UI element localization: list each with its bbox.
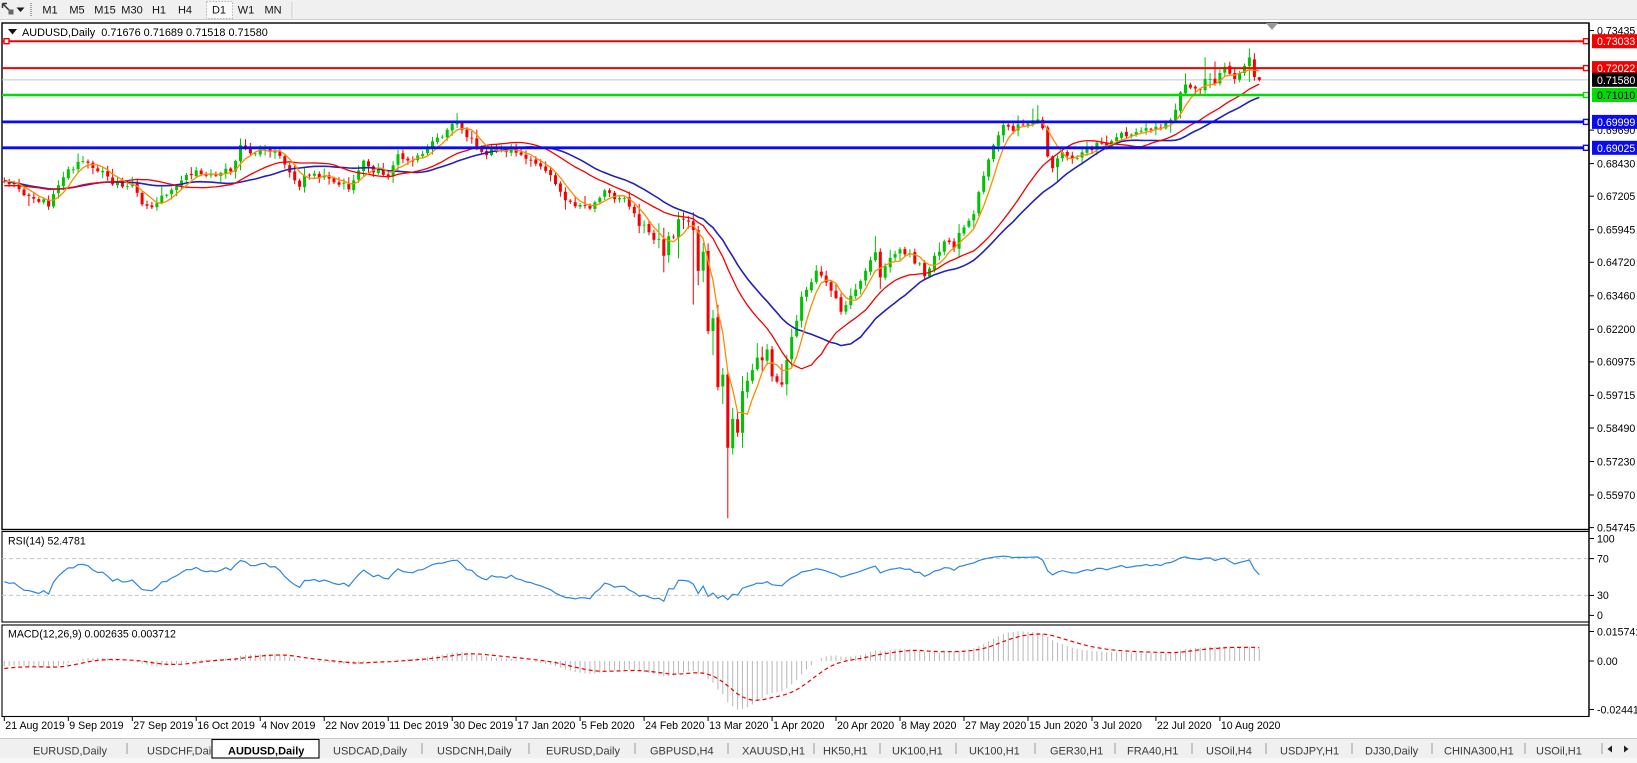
svg-text:22 Jul 2020: 22 Jul 2020 (1157, 720, 1212, 732)
svg-text:0.65945: 0.65945 (1597, 225, 1635, 237)
svg-text:0.68430: 0.68430 (1597, 158, 1635, 170)
svg-text:EURUSD,Daily: EURUSD,Daily (546, 746, 620, 758)
svg-text:15 Jun 2020: 15 Jun 2020 (1029, 720, 1087, 732)
svg-text:USOil,H1: USOil,H1 (1536, 746, 1582, 758)
svg-text:USDCAD,Daily: USDCAD,Daily (333, 746, 407, 758)
svg-text:13 Mar 2020: 13 Mar 2020 (709, 720, 769, 732)
svg-text:0.71010: 0.71010 (1597, 90, 1635, 102)
svg-text:0.67205: 0.67205 (1597, 191, 1635, 203)
svg-text:M1: M1 (42, 5, 57, 17)
svg-text:0.69025: 0.69025 (1597, 143, 1635, 155)
svg-text:HK50,H1: HK50,H1 (823, 746, 868, 758)
svg-text:30: 30 (1597, 590, 1609, 602)
svg-text:GER30,H1: GER30,H1 (1050, 746, 1103, 758)
svg-text:0.71580: 0.71580 (1597, 75, 1635, 87)
svg-text:70: 70 (1597, 553, 1609, 565)
svg-text:RSI(14) 52.4781: RSI(14) 52.4781 (8, 536, 86, 548)
svg-text:MACD(12,26,9) 0.002635 0.00371: MACD(12,26,9) 0.002635 0.003712 (8, 629, 176, 641)
svg-text:EURUSD,Daily: EURUSD,Daily (33, 746, 107, 758)
svg-text:0.69999: 0.69999 (1597, 117, 1635, 129)
svg-text:0.62200: 0.62200 (1597, 324, 1635, 336)
svg-text:1 Apr 2020: 1 Apr 2020 (773, 720, 824, 732)
svg-text:0.015741: 0.015741 (1597, 626, 1637, 638)
svg-text:20 Apr 2020: 20 Apr 2020 (837, 720, 894, 732)
svg-text:GBPUSD,H4: GBPUSD,H4 (650, 746, 714, 758)
svg-text:16 Oct 2019: 16 Oct 2019 (197, 720, 255, 732)
svg-text:0.72022: 0.72022 (1597, 63, 1635, 75)
svg-text:8 May 2020: 8 May 2020 (901, 720, 956, 732)
svg-text:0.73033: 0.73033 (1597, 36, 1635, 48)
svg-text:XAUUSD,H1: XAUUSD,H1 (742, 746, 805, 758)
svg-text:0.59715: 0.59715 (1597, 390, 1635, 402)
svg-text:-0.024417: -0.024417 (1597, 704, 1637, 716)
svg-text:0.64720: 0.64720 (1597, 257, 1635, 269)
svg-text:UK100,H1: UK100,H1 (892, 746, 943, 758)
svg-text:M15: M15 (94, 5, 115, 17)
svg-text:24 Feb 2020: 24 Feb 2020 (645, 720, 705, 732)
svg-text:M5: M5 (69, 5, 84, 17)
svg-text:W1: W1 (238, 5, 255, 17)
svg-text:0: 0 (1597, 610, 1603, 622)
svg-text:30 Dec 2019: 30 Dec 2019 (453, 720, 513, 732)
svg-text:UK100,H1: UK100,H1 (969, 746, 1020, 758)
svg-text:M30: M30 (121, 5, 142, 17)
svg-text:22 Nov 2019: 22 Nov 2019 (325, 720, 385, 732)
svg-text:CHINA300,H1: CHINA300,H1 (1444, 746, 1514, 758)
svg-text:0.58490: 0.58490 (1597, 423, 1635, 435)
svg-text:9 Sep 2019: 9 Sep 2019 (69, 720, 123, 732)
svg-text:0.00: 0.00 (1597, 656, 1618, 668)
svg-text:AUDUSD,Daily 0.71676 0.71689: AUDUSD,Daily 0.71676 0.71689 0.71518 0.7… (22, 27, 268, 39)
svg-text:USDJPY,H1: USDJPY,H1 (1280, 746, 1339, 758)
svg-text:0.63460: 0.63460 (1597, 291, 1635, 303)
svg-text:10 Aug 2020: 10 Aug 2020 (1221, 720, 1281, 732)
svg-text:D1: D1 (212, 5, 226, 17)
svg-text:AUDUSD,Daily: AUDUSD,Daily (228, 746, 305, 758)
svg-text:0.54745: 0.54745 (1597, 522, 1635, 534)
svg-text:H1: H1 (152, 5, 166, 17)
svg-text:27 May 2020: 27 May 2020 (965, 720, 1026, 732)
svg-text:MN: MN (264, 5, 281, 17)
svg-text:USDCHF,Daily: USDCHF,Daily (147, 746, 220, 758)
svg-text:0.57230: 0.57230 (1597, 456, 1635, 468)
svg-text:FRA40,H1: FRA40,H1 (1127, 746, 1178, 758)
svg-text:17 Jan 2020: 17 Jan 2020 (517, 720, 575, 732)
svg-text:21 Aug 2019: 21 Aug 2019 (5, 720, 65, 732)
svg-text:11 Dec 2019: 11 Dec 2019 (389, 720, 448, 732)
svg-text:100: 100 (1597, 533, 1615, 545)
svg-text:27 Sep 2019: 27 Sep 2019 (133, 720, 193, 732)
svg-text:0.60975: 0.60975 (1597, 357, 1635, 369)
svg-text:4 Nov 2019: 4 Nov 2019 (261, 720, 315, 732)
svg-text:USDCNH,Daily: USDCNH,Daily (437, 746, 512, 758)
svg-text:USOil,H4: USOil,H4 (1206, 746, 1252, 758)
svg-text:DJ30,Daily: DJ30,Daily (1365, 746, 1419, 758)
svg-text:H4: H4 (178, 5, 192, 17)
svg-text:3 Jul 2020: 3 Jul 2020 (1093, 720, 1142, 732)
svg-text:5 Feb 2020: 5 Feb 2020 (581, 720, 635, 732)
svg-text:0.55970: 0.55970 (1597, 490, 1635, 502)
